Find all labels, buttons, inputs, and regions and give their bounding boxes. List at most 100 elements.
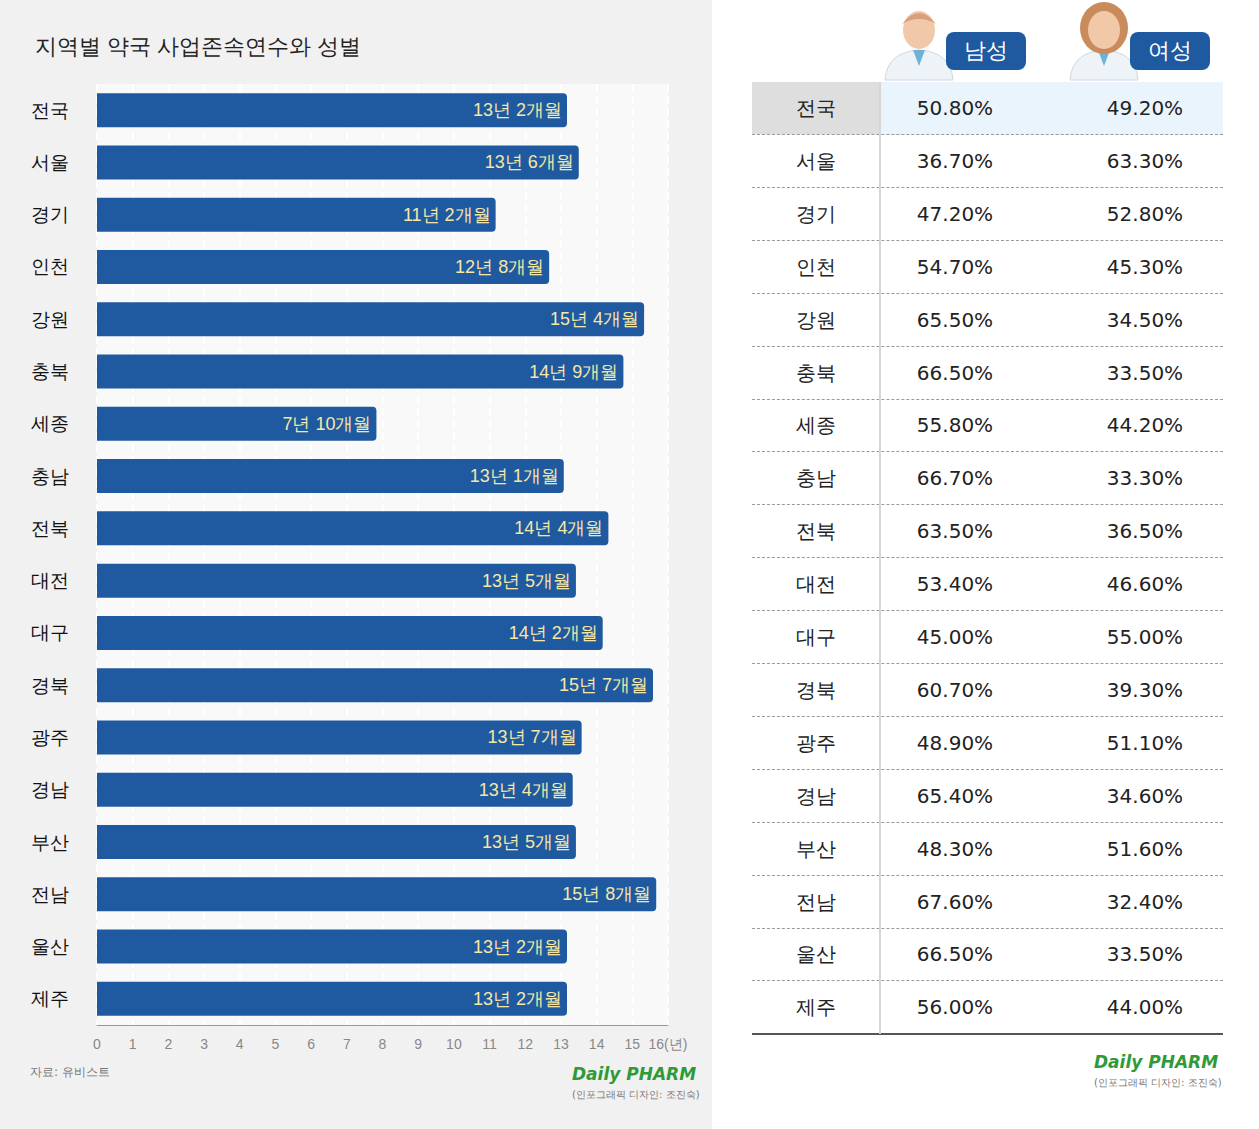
svg-text:울산: 울산 <box>31 936 69 957</box>
html-text:36.50%: 36.50% <box>1106 519 1184 544</box>
svg-text:전북: 전북 <box>31 518 69 539</box>
svg-text:15년 7개월: 15년 7개월 <box>559 675 648 695</box>
html-text:울산: 울산 <box>795 942 836 967</box>
html-text:51.10%: 51.10% <box>1106 730 1184 755</box>
svg-text:0: 0 <box>93 1036 101 1052</box>
svg-text:13년 2개월: 13년 2개월 <box>473 937 562 957</box>
svg-text:13년 2개월: 13년 2개월 <box>473 989 562 1009</box>
svg-text:6: 6 <box>307 1036 315 1052</box>
html-text:54.70%: 54.70% <box>916 254 994 279</box>
html-text:45.30%: 45.30% <box>1106 254 1184 279</box>
svg-text:16(년): 16(년) <box>649 1036 688 1052</box>
svg-text:경기: 경기 <box>31 204 69 225</box>
svg-text:13년 1개월: 13년 1개월 <box>470 466 559 486</box>
svg-text:3: 3 <box>200 1036 208 1052</box>
html-text:53.40%: 53.40% <box>916 572 994 597</box>
svg-text:대전: 대전 <box>31 570 69 591</box>
svg-text:세종: 세종 <box>31 413 69 434</box>
svg-text:경북: 경북 <box>31 675 69 696</box>
svg-text:12: 12 <box>517 1036 533 1052</box>
html-text:전남: 전남 <box>795 889 836 914</box>
html-text:63.50%: 63.50% <box>916 519 994 544</box>
svg-text:14년 9개월: 14년 9개월 <box>529 362 618 382</box>
svg-text:14: 14 <box>589 1036 605 1052</box>
svg-text:13년 6개월: 13년 6개월 <box>485 152 574 172</box>
html-text:33.50%: 33.50% <box>1106 360 1184 385</box>
svg-text:전남: 전남 <box>31 884 69 905</box>
svg-text:4: 4 <box>236 1036 244 1052</box>
html-text:충북: 충북 <box>795 360 836 385</box>
svg-text:서울: 서울 <box>31 152 69 173</box>
svg-text:12년 8개월: 12년 8개월 <box>455 257 544 277</box>
svg-text:11년 2개월: 11년 2개월 <box>403 205 491 225</box>
html-text:인천: 인천 <box>795 254 836 279</box>
html-text:51.60%: 51.60% <box>1106 836 1184 861</box>
html-text:55.80%: 55.80% <box>916 413 994 438</box>
html-text:경남: 경남 <box>795 783 836 808</box>
html-text:서울: 서울 <box>795 148 836 173</box>
svg-text:10: 10 <box>446 1036 462 1052</box>
svg-text:광주: 광주 <box>31 727 69 748</box>
svg-text:2: 2 <box>164 1036 172 1052</box>
html-text:부산: 부산 <box>795 836 836 861</box>
svg-text:5: 5 <box>272 1036 280 1052</box>
svg-text:7년 10개월: 7년 10개월 <box>282 414 371 434</box>
html-text:66.50%: 66.50% <box>916 360 994 385</box>
html-text:67.60%: 67.60% <box>916 889 994 914</box>
svg-text:13년 5개월: 13년 5개월 <box>482 571 571 591</box>
svg-text:대구: 대구 <box>31 622 69 643</box>
html-text:63.30%: 63.30% <box>1106 148 1184 173</box>
html-text:충남: 충남 <box>795 466 836 491</box>
svg-text:13년 2개월: 13년 2개월 <box>473 100 562 120</box>
svg-text:15년 8개월: 15년 8개월 <box>562 884 651 904</box>
html-text:33.30%: 33.30% <box>1106 466 1184 491</box>
html-text:32.40%: 32.40% <box>1106 889 1184 914</box>
svg-text:13년 4개월: 13년 4개월 <box>479 780 568 800</box>
svg-text:강원: 강원 <box>31 309 69 330</box>
svg-text:9: 9 <box>414 1036 422 1052</box>
html-text:36.70%: 36.70% <box>916 148 994 173</box>
html-text:광주: 광주 <box>795 730 836 755</box>
html-text:대전: 대전 <box>795 572 836 597</box>
svg-text:15: 15 <box>625 1036 641 1052</box>
svg-text:13년 5개월: 13년 5개월 <box>482 832 571 852</box>
html-text:경기: 경기 <box>795 201 836 226</box>
html-text:여성: 여성 <box>1148 38 1192 63</box>
svg-text:충북: 충북 <box>31 361 69 382</box>
svg-text:부산: 부산 <box>31 832 69 853</box>
svg-text:제주: 제주 <box>31 988 69 1009</box>
svg-text:1: 1 <box>129 1036 137 1052</box>
html-text:강원: 강원 <box>795 307 836 332</box>
html-text:65.50%: 65.50% <box>916 307 994 332</box>
html-text:세종: 세종 <box>795 413 836 438</box>
html-text:60.70%: 60.70% <box>916 677 994 702</box>
html-text:전북: 전북 <box>795 519 836 544</box>
svg-text:인천: 인천 <box>31 256 69 277</box>
html-text:66.70%: 66.70% <box>916 466 994 491</box>
svg-text:7: 7 <box>343 1036 351 1052</box>
svg-text:13: 13 <box>553 1036 569 1052</box>
svg-text:지역별 약국 사업존속연수와 성별: 지역별 약국 사업존속연수와 성별 <box>35 34 361 59</box>
html-text:48.30%: 48.30% <box>916 836 994 861</box>
svg-text:충남: 충남 <box>31 466 69 487</box>
svg-text:15년 4개월: 15년 4개월 <box>550 309 639 329</box>
html-text:44.20%: 44.20% <box>1106 413 1184 438</box>
html-text:48.90%: 48.90% <box>916 730 994 755</box>
html-text:경북: 경북 <box>795 677 836 702</box>
svg-text:11: 11 <box>482 1036 497 1052</box>
html-text:남성: 남성 <box>964 38 1008 63</box>
html-text:39.30%: 39.30% <box>1106 677 1184 702</box>
svg-text:14년 4개월: 14년 4개월 <box>514 518 603 538</box>
svg-text:14년 2개월: 14년 2개월 <box>509 623 598 643</box>
html-text:34.50%: 34.50% <box>1106 307 1184 332</box>
html-text:52.80%: 52.80% <box>1106 201 1184 226</box>
svg-text:8: 8 <box>379 1036 387 1052</box>
svg-text:13년 7개월: 13년 7개월 <box>488 727 577 747</box>
html-text:65.40%: 65.40% <box>916 783 994 808</box>
html-text:34.60%: 34.60% <box>1106 783 1184 808</box>
svg-text:경남: 경남 <box>31 779 69 800</box>
html-text:47.20%: 47.20% <box>916 201 994 226</box>
svg-text:전국: 전국 <box>31 100 69 121</box>
html-text:46.60%: 46.60% <box>1106 572 1184 597</box>
html-text:66.50%: 66.50% <box>916 942 994 967</box>
